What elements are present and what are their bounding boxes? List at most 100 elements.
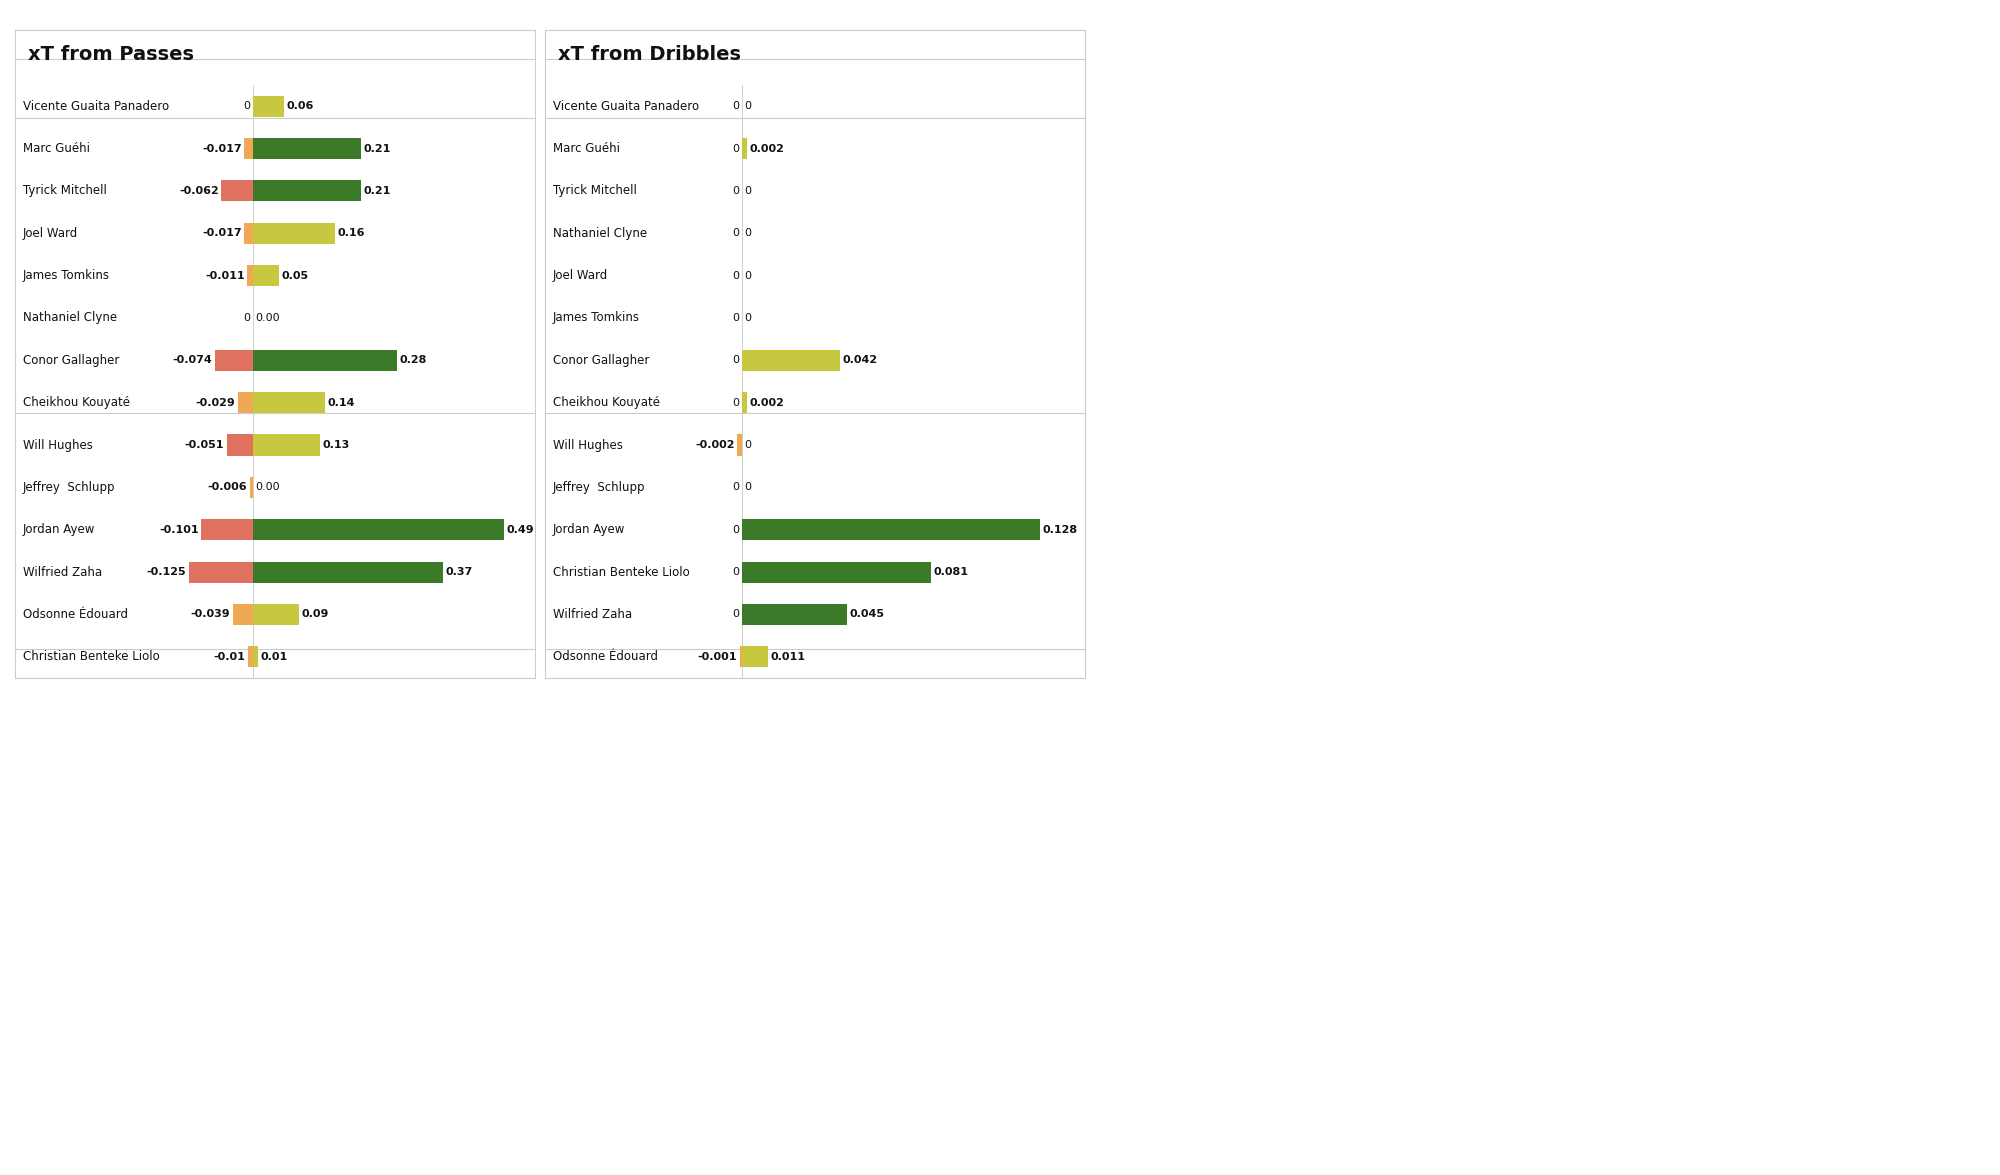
Text: 0: 0 [732, 610, 740, 619]
Text: xT from Passes: xT from Passes [28, 46, 194, 65]
Text: 0: 0 [732, 186, 740, 196]
Text: 0: 0 [732, 270, 740, 281]
Text: Will Hughes: Will Hughes [22, 438, 92, 451]
Bar [254, 95, 284, 116]
Text: Vicente Guaita Panadero: Vicente Guaita Panadero [22, 100, 168, 113]
Text: 0: 0 [732, 525, 740, 535]
Text: 0.00: 0.00 [256, 313, 280, 323]
Text: -0.062: -0.062 [178, 186, 218, 196]
Text: Tyrick Mitchell: Tyrick Mitchell [554, 184, 636, 197]
Text: 0.002: 0.002 [750, 397, 784, 408]
Bar [742, 137, 746, 159]
Text: Jordan Ayew: Jordan Ayew [22, 523, 96, 536]
Text: Joel Ward: Joel Ward [554, 269, 608, 282]
Text: 0.16: 0.16 [338, 228, 366, 239]
Text: Marc Guéhi: Marc Guéhi [22, 142, 90, 155]
Text: Nathaniel Clyne: Nathaniel Clyne [22, 311, 116, 324]
Text: James Tomkins: James Tomkins [554, 311, 640, 324]
Text: 0.37: 0.37 [446, 568, 472, 577]
Text: 0: 0 [744, 101, 752, 112]
Text: -0.011: -0.011 [206, 270, 244, 281]
Text: Tyrick Mitchell: Tyrick Mitchell [22, 184, 106, 197]
Bar [254, 392, 324, 414]
Bar [254, 646, 258, 667]
Text: 0.002: 0.002 [750, 143, 784, 154]
Bar [742, 392, 746, 414]
Text: 0.21: 0.21 [364, 143, 390, 154]
Text: Joel Ward: Joel Ward [22, 227, 78, 240]
Text: 0.01: 0.01 [260, 652, 288, 662]
Text: Conor Gallagher: Conor Gallagher [554, 354, 650, 367]
Bar [742, 646, 768, 667]
Text: 0: 0 [744, 483, 752, 492]
Text: Wilfried Zaha: Wilfried Zaha [22, 565, 102, 578]
Bar [254, 519, 504, 540]
Bar [244, 222, 254, 244]
Bar [742, 604, 846, 625]
Text: 0.28: 0.28 [400, 355, 426, 365]
Text: 0: 0 [732, 313, 740, 323]
Bar [254, 435, 320, 456]
Text: -0.017: -0.017 [202, 228, 242, 239]
Text: 0: 0 [744, 439, 752, 450]
Text: 0.128: 0.128 [1042, 525, 1078, 535]
Text: 0.081: 0.081 [934, 568, 968, 577]
Text: 0: 0 [732, 143, 740, 154]
Text: 0: 0 [732, 355, 740, 365]
Text: Odsonne Édouard: Odsonne Édouard [554, 650, 658, 664]
Text: 0: 0 [744, 270, 752, 281]
Bar [254, 137, 360, 159]
Text: 0: 0 [744, 186, 752, 196]
Bar [738, 435, 742, 456]
Text: 0: 0 [744, 313, 752, 323]
Text: 0.05: 0.05 [282, 270, 308, 281]
Text: 0: 0 [732, 397, 740, 408]
Bar [244, 137, 254, 159]
Bar [254, 266, 278, 287]
Bar [254, 222, 336, 244]
Bar [254, 350, 396, 371]
Bar [188, 562, 254, 583]
Bar [234, 604, 254, 625]
Bar [742, 562, 930, 583]
Text: 0.06: 0.06 [286, 101, 314, 112]
Text: Will Hughes: Will Hughes [554, 438, 622, 451]
Bar [742, 519, 1040, 540]
Text: James Tomkins: James Tomkins [22, 269, 110, 282]
Text: Odsonne Édouard: Odsonne Édouard [22, 607, 128, 620]
Text: -0.006: -0.006 [208, 483, 248, 492]
Text: -0.001: -0.001 [698, 652, 736, 662]
Text: 0: 0 [732, 228, 740, 239]
Text: Conor Gallagher: Conor Gallagher [22, 354, 120, 367]
Bar [202, 519, 254, 540]
Bar [226, 435, 254, 456]
Text: Nathaniel Clyne: Nathaniel Clyne [554, 227, 648, 240]
Text: -0.101: -0.101 [160, 525, 198, 535]
Text: 0.011: 0.011 [770, 652, 806, 662]
Text: 0: 0 [244, 101, 250, 112]
Text: 0: 0 [244, 313, 250, 323]
Text: 0.14: 0.14 [328, 397, 354, 408]
Text: -0.01: -0.01 [214, 652, 246, 662]
Bar [254, 180, 360, 201]
Bar [742, 350, 840, 371]
Text: 0.13: 0.13 [322, 439, 350, 450]
Text: Marc Guéhi: Marc Guéhi [554, 142, 620, 155]
Text: Cheikhou Kouyaté: Cheikhou Kouyaté [22, 396, 130, 409]
Bar [254, 562, 442, 583]
Text: 0: 0 [744, 228, 752, 239]
Text: 0.21: 0.21 [364, 186, 390, 196]
Bar [254, 604, 300, 625]
Text: 0.045: 0.045 [850, 610, 884, 619]
Text: 0: 0 [732, 568, 740, 577]
Text: 0.00: 0.00 [256, 483, 280, 492]
Text: -0.125: -0.125 [146, 568, 186, 577]
Text: -0.074: -0.074 [172, 355, 212, 365]
Text: -0.029: -0.029 [196, 397, 236, 408]
Text: Jordan Ayew: Jordan Ayew [554, 523, 626, 536]
Text: 0: 0 [732, 101, 740, 112]
Bar [740, 646, 742, 667]
Text: Vicente Guaita Panadero: Vicente Guaita Panadero [554, 100, 700, 113]
Text: Cheikhou Kouyaté: Cheikhou Kouyaté [554, 396, 660, 409]
Text: xT from Dribbles: xT from Dribbles [558, 46, 742, 65]
